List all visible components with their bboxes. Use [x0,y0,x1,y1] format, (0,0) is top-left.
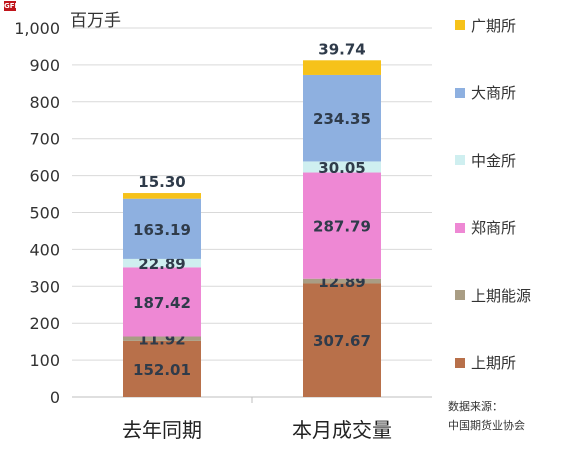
y-tick-label: 1,000 [14,19,60,38]
legend-item: 广期所 [455,14,516,36]
data-source-name: 中国期货业协会 [448,419,525,432]
bar-segment [123,258,201,268]
bar-segment [303,161,381,173]
bar-segment [123,267,201,337]
legend-label: 上期能源 [471,286,532,305]
legend-swatch [455,290,465,300]
y-tick-label: 300 [29,277,60,296]
y-axis-unit-label: 百万手 [70,11,121,31]
legend-label: 广期所 [471,16,517,35]
legend-swatch [455,357,465,368]
legend-swatch [455,87,465,98]
data-source-label: 数据来源： [448,400,503,413]
legend-label: 大商所 [471,84,517,102]
bar-segment [123,340,201,397]
data-label: 287.79 [313,218,371,236]
legend-swatch [455,222,465,233]
x-category-label: 去年同期 [122,418,202,442]
legend-item: 郑商所 [455,217,516,239]
legend-label: 中金所 [471,151,517,170]
legend-swatch [455,20,465,30]
data-label: 307.67 [313,332,371,350]
legend-item: 上期能源 [455,284,531,306]
data-source-note: 数据来源： 中国期货业协会 [448,397,525,435]
legend-item: 上期所 [455,352,516,374]
y-tick-label: 700 [29,130,60,149]
y-tick-label: 500 [29,204,60,223]
data-label: 39.74 [318,40,365,58]
legend-label: 上期所 [471,354,517,372]
bar-segment [303,74,381,162]
bar-segment [303,60,381,75]
y-tick-label: 100 [29,351,60,370]
bar-segment [123,336,201,341]
data-label: 15.30 [138,173,185,191]
y-tick-label: 900 [29,56,60,75]
data-label: 187.42 [133,294,191,312]
bar-segment [123,198,201,259]
legend-swatch [455,155,465,165]
data-label: 30.05 [318,159,365,177]
bar-segment [303,278,381,284]
bar-segment [303,283,381,397]
legend-item: 大商所 [455,82,516,104]
y-tick-label: 600 [29,167,60,186]
bar-segment [303,172,381,279]
legend-label: 郑商所 [471,219,517,237]
y-tick-label: 0 [50,388,60,407]
y-tick-label: 800 [29,93,60,112]
bar-segment [123,193,201,199]
data-label: 22.89 [138,255,185,273]
y-tick-label: 200 [29,314,60,333]
data-label: 152.01 [133,361,191,379]
x-category-label: 本月成交量 [292,418,392,442]
data-label: 163.19 [133,221,191,239]
legend-item: 中金所 [455,149,516,171]
logo-mark: GFIT [4,1,16,11]
data-label: 234.35 [313,110,371,128]
y-tick-label: 400 [29,240,60,259]
